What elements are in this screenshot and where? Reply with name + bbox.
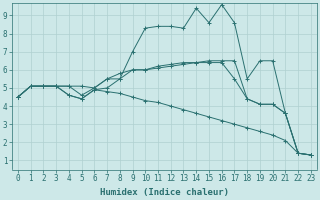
X-axis label: Humidex (Indice chaleur): Humidex (Indice chaleur) (100, 188, 229, 197)
